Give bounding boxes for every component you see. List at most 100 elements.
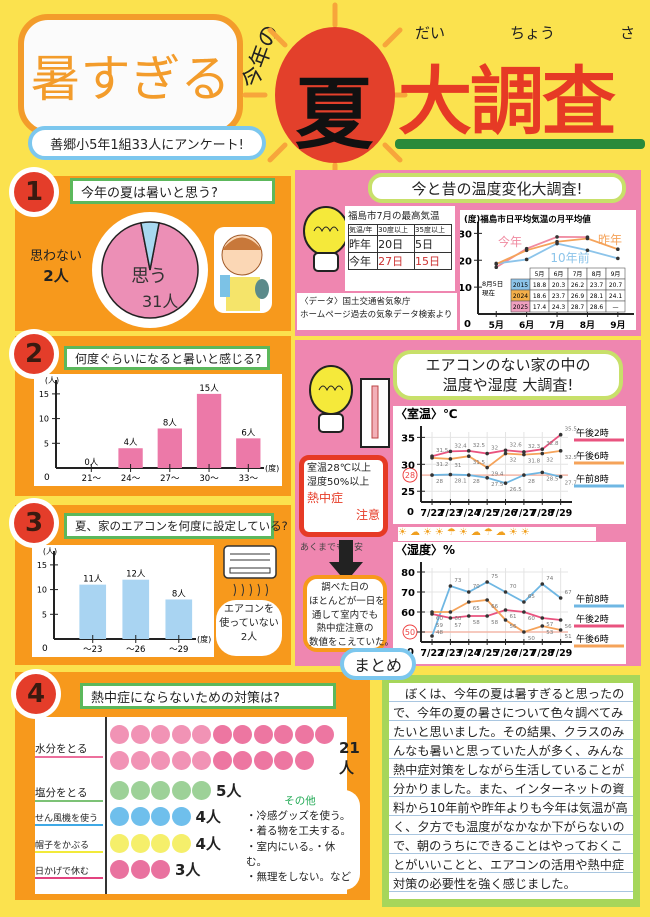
- table-note: 現在: [482, 288, 496, 297]
- x-tick-label: 27〜: [160, 474, 180, 484]
- data-label: 50: [528, 636, 535, 642]
- x-tick-label: 7/29: [549, 648, 572, 659]
- q4-count: 4人: [195, 835, 221, 853]
- source-line: 〈データ〉国土交通省気象庁: [300, 297, 411, 307]
- table-header: 6月: [554, 271, 564, 278]
- data-label: 6人: [241, 428, 255, 438]
- data-label: 28: [473, 479, 480, 485]
- data-point: [494, 265, 499, 270]
- summary-panel: ぼくは、今年の夏は暑すぎると思ったので、今年の夏の暑さについて色々調べてみたいと…: [382, 675, 640, 907]
- table-value: 20.7: [609, 282, 623, 289]
- q4-dot: [151, 751, 170, 770]
- summary-label-cloud: まとめ: [340, 648, 416, 680]
- series-line-午後2時: [431, 433, 562, 458]
- data-point: [503, 451, 508, 456]
- data-label: 26.5: [510, 487, 523, 493]
- q4-dot: [130, 860, 150, 879]
- q3-no-aircon-note: エアコンを 使っていない 2人: [216, 600, 282, 656]
- q4-dot: [110, 751, 129, 770]
- series-line-午前8時: [431, 580, 562, 637]
- q4-dot: [315, 725, 334, 744]
- x-tick-label: 5月: [489, 320, 504, 330]
- data-label: 31.5: [473, 460, 486, 466]
- x-tick-label: 7/25: [475, 508, 498, 519]
- data-point: [558, 449, 563, 453]
- q1-no-label: 思わない 2人: [30, 248, 82, 286]
- x-tick-label: 7/27: [512, 648, 535, 659]
- q4-dot: [151, 834, 170, 853]
- x-tick-label: 9月: [610, 320, 625, 330]
- data-label: 32.8: [546, 441, 559, 447]
- data-point: [585, 248, 590, 253]
- q1-pie-chart: [92, 212, 208, 328]
- x-tick-label: 7/22: [420, 648, 443, 659]
- q4-dot: [233, 751, 252, 770]
- q4-dot: [192, 725, 211, 744]
- q4-dot: [130, 725, 150, 744]
- data-point: [448, 610, 453, 614]
- weather-strip: ☀☁☀☀☂☀☁☂☁☀☀: [398, 527, 596, 541]
- q4-others-box: その他 ・冷感グッズを使う。 ・着る物を工夫する。 ・室内にいる。・休む。 ・無…: [240, 790, 360, 890]
- data-point: [540, 447, 545, 452]
- table-value: 23.7: [552, 293, 566, 300]
- finding-box: 調べた日の ほとんどが一日を 通して室内でも 熱中症注意の 数値をこえていた。: [303, 575, 394, 652]
- furigana-sa: さ: [619, 24, 635, 42]
- data-label: 29.4: [491, 472, 504, 478]
- legend-label: 午後2時: [576, 427, 609, 439]
- q2-number-sun: 2: [14, 334, 54, 374]
- q4-dot: [212, 725, 232, 744]
- data-label: 51: [565, 634, 572, 640]
- series-line-午後6時: [431, 449, 561, 469]
- data-point: [503, 590, 508, 594]
- compare-title: 今と昔の温度変化大調査!: [368, 173, 626, 203]
- table-value: —: [613, 304, 619, 311]
- table-value: 26.9: [571, 293, 585, 300]
- data-point: [466, 590, 471, 594]
- y-tick-label: 5: [44, 439, 49, 448]
- x-tick-label: 7/29: [549, 508, 572, 519]
- data-point: [485, 580, 489, 584]
- q4-dot: [151, 860, 170, 879]
- bar: [196, 393, 222, 468]
- others-item: ・室内にいる。・休む。: [246, 840, 336, 868]
- data-point: [540, 451, 545, 456]
- finding-line: 通して室内でも: [311, 609, 379, 621]
- data-label: 59: [436, 623, 443, 629]
- warning-alert: 注意: [355, 507, 380, 522]
- note-line: 2人: [240, 632, 258, 643]
- data-label: 58: [491, 620, 498, 626]
- data-label: 31.8: [528, 459, 541, 465]
- series-line-午後2時: [431, 609, 561, 621]
- data-label: 32.4: [454, 443, 467, 449]
- table-value: 28.6: [590, 304, 604, 311]
- thermometer-icon: [360, 378, 390, 448]
- q4-dot: [130, 781, 150, 800]
- data-label: 32: [546, 458, 553, 464]
- table-header: 9月: [611, 271, 621, 278]
- data-point: [558, 618, 563, 622]
- table-header: 8月: [592, 271, 602, 278]
- q4-count: 5人: [216, 782, 242, 800]
- data-point: [540, 616, 545, 620]
- q4-dot: [253, 751, 273, 770]
- title-underline: [395, 139, 645, 149]
- bar: [79, 584, 107, 639]
- data-point: [466, 600, 471, 604]
- finding-line: 熱中症注意の: [316, 623, 374, 635]
- data-point: [430, 634, 434, 638]
- q3-title: 夏、家のエアコンを何度に設定している?: [64, 513, 288, 539]
- threshold-marker: [402, 467, 418, 483]
- air-conditioner-icon: [223, 545, 277, 597]
- table-header: 7月: [573, 271, 583, 278]
- q1-title: 今年の夏は暑いと思う?: [70, 178, 275, 204]
- bar: [165, 599, 193, 639]
- data-point: [540, 470, 545, 475]
- table-value: 26.2: [571, 282, 585, 289]
- y-tick-label: 80: [401, 568, 415, 579]
- room-temp-chart: 28 0 25 30 35 7/227/237/247/257/267/277/287/2…: [393, 406, 626, 524]
- y-tick-label: 20: [460, 256, 472, 267]
- table-cell: 昨年: [347, 235, 379, 253]
- summary-text: ぼくは、今年の夏は暑すぎると思ったので、今年の夏の暑さについて色々調べてみたいと…: [389, 683, 633, 899]
- bar: [157, 428, 182, 468]
- table-cell: 5日: [414, 235, 452, 253]
